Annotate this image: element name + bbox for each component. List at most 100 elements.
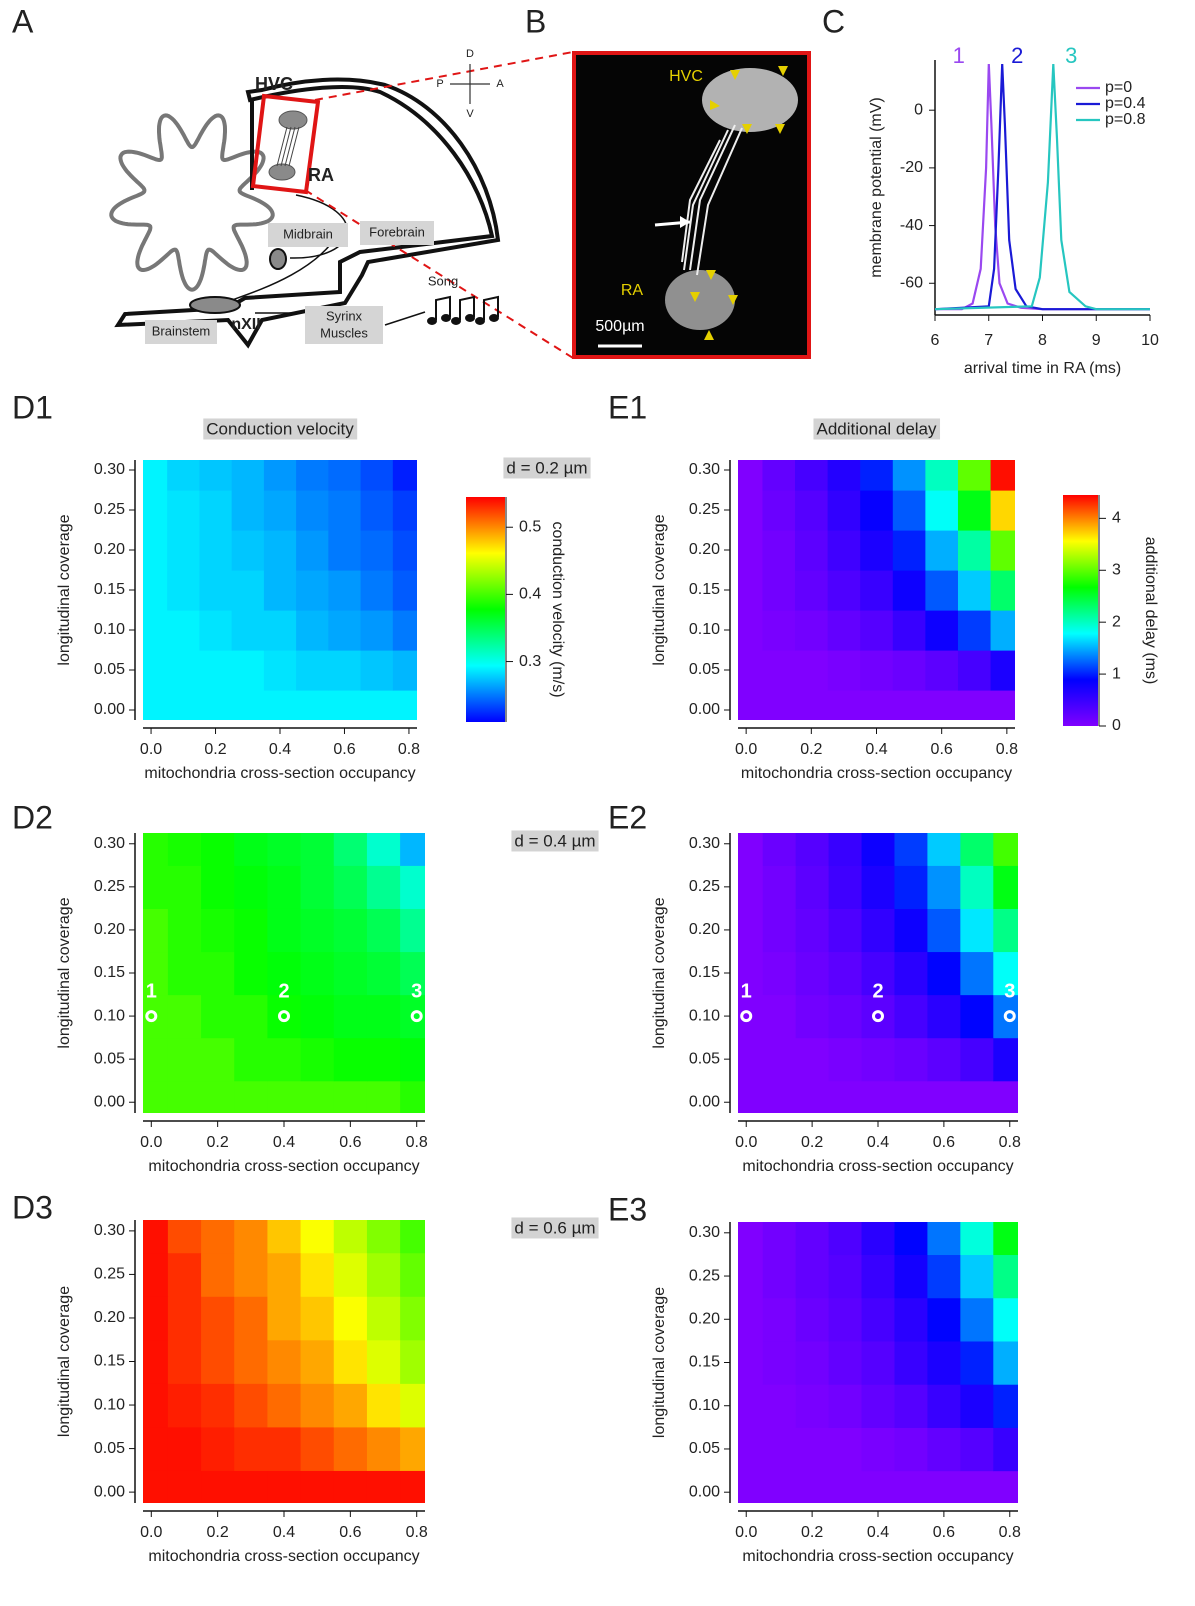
heatmap [738,460,1015,720]
x-tick-label: 0.0 [735,1134,757,1151]
heatmap-cell [167,951,202,996]
x-tick-label: 0.6 [333,741,355,758]
heatmap-cell [267,1339,302,1384]
x-tick-label: 0.2 [207,1134,229,1151]
peak-annotation: 1 [953,43,965,68]
y-tick-label: 0.20 [94,921,125,938]
heatmap-cell [828,1297,863,1342]
x-tick-label: 0.8 [406,1134,428,1151]
panel-label: D2 [12,799,53,835]
heatmap-cell [927,1427,961,1472]
y-tick-label: 0.30 [689,461,720,478]
heatmap-cell [400,908,425,953]
heatmap-cell [738,570,764,611]
heatmap-cell [167,1220,202,1254]
zoom-line [304,189,574,359]
heatmap-cell [927,994,961,1039]
heatmap-cell [328,490,362,531]
x-tick-label: 6 [931,332,940,349]
heatmap-cell [400,1470,425,1503]
x-tick-label: 0.0 [735,1524,757,1541]
heatmap-cell [925,460,959,491]
heatmap-cell [738,1297,764,1342]
panel-label: E2 [608,799,647,835]
heatmap-cell [861,1254,896,1299]
heatmap-cell [861,865,896,909]
heatmap-cell [762,570,796,611]
heatmap-cell [392,490,417,531]
x-tick-label: 0.4 [867,1524,889,1541]
legend-label: p=0.4 [1105,95,1146,112]
heatmap-cell [392,610,417,651]
heatmap-cell [894,1254,929,1299]
heatmap-cell [392,460,417,491]
heatmap-cell [400,833,425,866]
panel-label: A [12,3,34,39]
heatmap-cell [828,1427,863,1472]
marker [872,1010,884,1023]
x-tick-label: 0.6 [933,1134,955,1151]
heatmap-cell [360,530,394,571]
heatmap-cell [234,908,269,953]
x-tick-label: 0.2 [800,741,822,758]
heatmap-cell [827,490,861,531]
heatmap-cell [927,1470,961,1503]
heatmap-cell [199,570,233,611]
x-tick-label: 0.4 [865,741,887,758]
heatmap-cell [360,650,394,691]
heatmap-cell [201,908,235,953]
heatmap-cell [894,1297,929,1342]
heatmap-cell [861,951,896,996]
marker [1003,1010,1016,1023]
heatmap-cell [234,1426,269,1471]
heatmap-cell [167,650,201,691]
heatmap-cell [263,530,297,571]
heatmap-cell [762,1037,797,1082]
marker [278,1010,290,1023]
x-tick-label: 0.6 [339,1134,361,1151]
heatmap-cell [860,690,894,720]
heatmap-cell [263,460,297,491]
y-tick-label: 0.00 [689,1483,720,1500]
heatmap-cell [861,1384,896,1428]
heatmap-cell [392,690,417,720]
heatmap-cell [795,690,829,720]
heatmap-cell [957,650,992,691]
heatmap-cell [366,1220,401,1254]
heatmap-cell [267,1426,302,1471]
diameter-label-box [511,1217,599,1239]
heatmap-cell [231,530,265,571]
heatmap-cell [234,1220,269,1254]
heatmap-cell [366,1296,401,1341]
heatmap-cell [267,865,302,909]
x-tick-label: 0.6 [339,1524,361,1541]
ra-label: RA [308,165,334,185]
heatmap-cell [861,1037,896,1082]
heatmap-cell [894,1470,929,1503]
heatmap-cell [738,833,764,866]
marker-label: 2 [278,980,289,1002]
heatmap-cell [234,1383,269,1428]
heatmap-cell [795,994,830,1039]
heatmap-cell [400,1080,425,1113]
heatmap-cell [860,490,894,531]
heatmap-cell [960,1254,994,1299]
heatmap-cell [328,460,362,491]
heatmap-cell [993,1384,1018,1428]
x-tick-label: 0.2 [801,1524,823,1541]
forebrain-label: Forebrain [369,224,425,239]
heatmap-cell [861,908,896,953]
heatmap-cell [201,1252,235,1297]
heatmap-cell [360,570,394,611]
y-tick-label: 0.30 [689,1224,720,1241]
x-tick-label: 0.0 [140,741,162,758]
heatmap-cell [296,460,329,491]
y-axis-title: longitudinal coverage [56,514,73,665]
y-tick-label: 0.25 [689,1267,720,1284]
heatmap-cell [300,1426,335,1471]
panel-label: D3 [12,1189,53,1225]
heatmap-cell [795,908,830,953]
heatmap-cell [333,833,368,866]
heatmap-cell [333,865,368,909]
x-axis-title: arrival time in RA (ms) [964,360,1121,377]
